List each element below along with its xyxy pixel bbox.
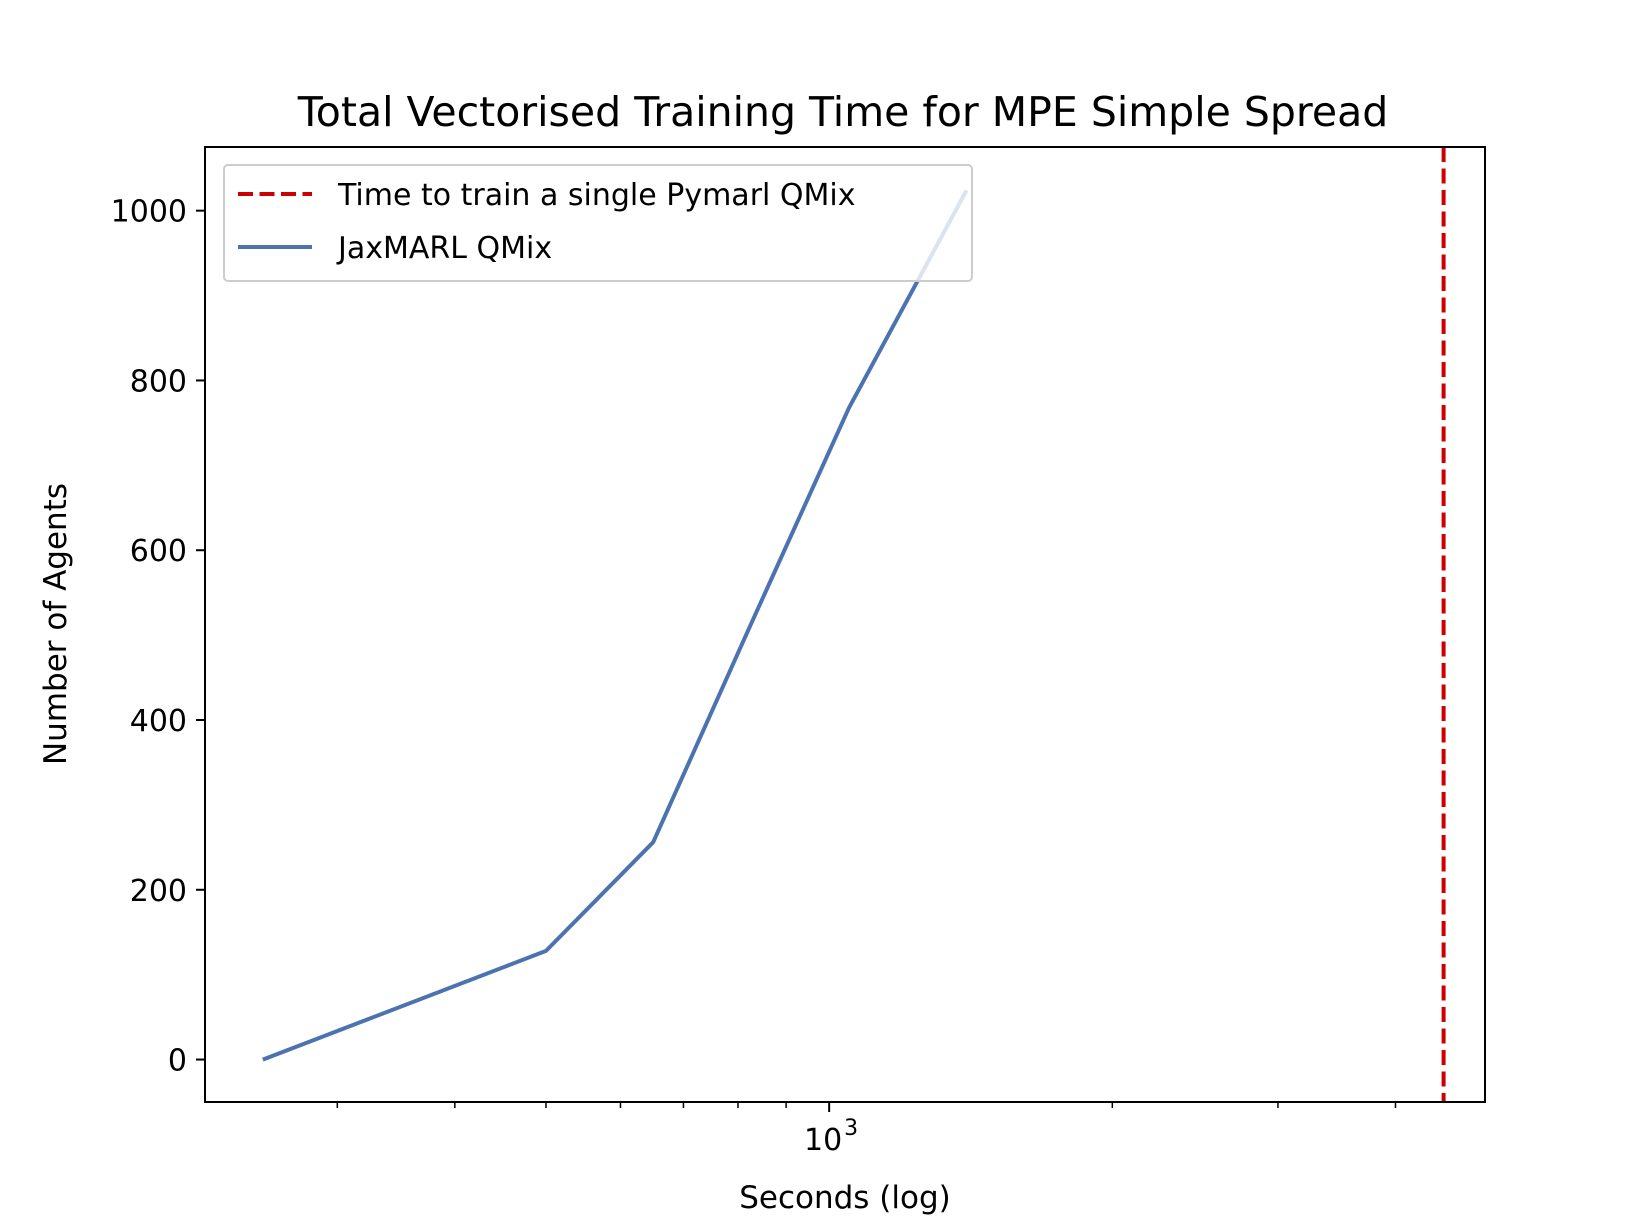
y-tick-label: 400 — [130, 704, 187, 739]
y-tick-label: 600 — [130, 534, 187, 569]
y-tick-label: 200 — [130, 874, 187, 909]
y-axis: 0 200 400 600 800 1000 — [111, 195, 205, 1079]
y-tick-label: 0 — [168, 1044, 187, 1079]
x-axis: 10 3 — [336, 1102, 1397, 1158]
x-axis-label: Seconds (log) — [739, 1180, 951, 1216]
legend: Time to train a single Pymarl QMix JaxMA… — [223, 164, 973, 282]
y-axis-label: Number of Agents — [38, 483, 74, 765]
legend-label-jaxmarl: JaxMARL QMix — [336, 231, 552, 266]
y-tick-label: 800 — [130, 364, 187, 399]
y-tick-label: 1000 — [111, 195, 187, 230]
legend-label-pymarl: Time to train a single Pymarl QMix — [337, 178, 856, 213]
chart-title: Total Vectorised Training Time for MPE S… — [297, 88, 1389, 136]
axes-frame — [204, 146, 1486, 1103]
x-tick-label-exponent: 3 — [844, 1116, 858, 1141]
x-tick-label: 10 — [804, 1123, 842, 1158]
series-line-jaxmarl — [262, 189, 969, 1062]
legend-box — [223, 164, 973, 282]
plot-area — [262, 147, 1446, 1102]
